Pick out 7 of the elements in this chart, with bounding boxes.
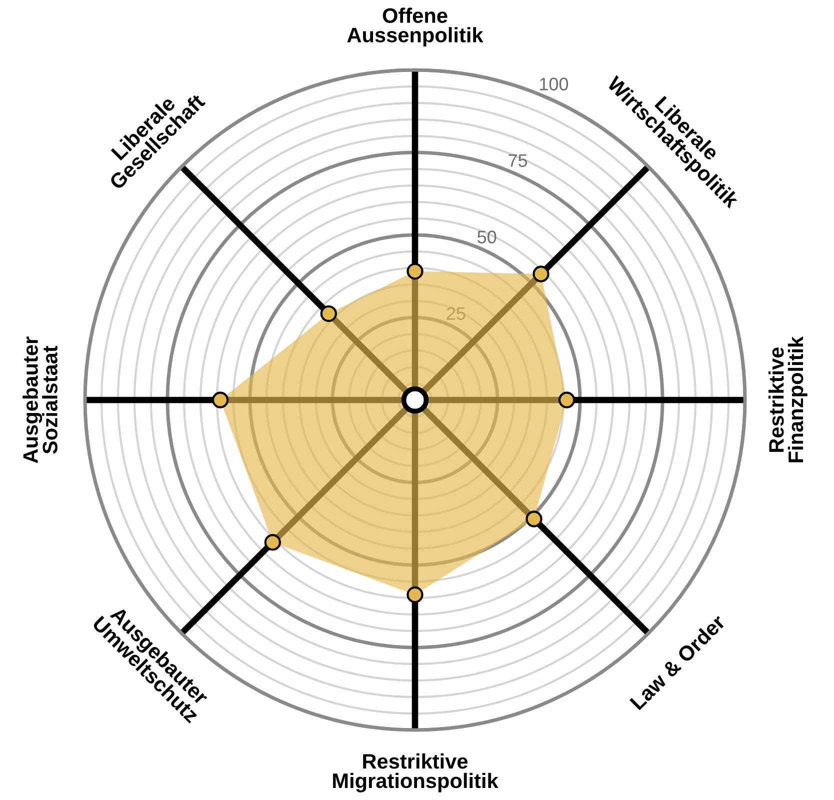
y-tick-label: 100 [540,78,568,90]
spoke-label: Restriktive Finanzpolitik [768,336,808,462]
spoke-label: Offene Aussenpolitik [347,8,484,47]
spoke-label: Restriktive Migrationspolitik [333,753,498,792]
spoke-label: Ausgebauter Sozialstaat [22,336,58,464]
y-tick-label: 50 [478,230,496,244]
y-tick-label: 75 [508,154,528,167]
